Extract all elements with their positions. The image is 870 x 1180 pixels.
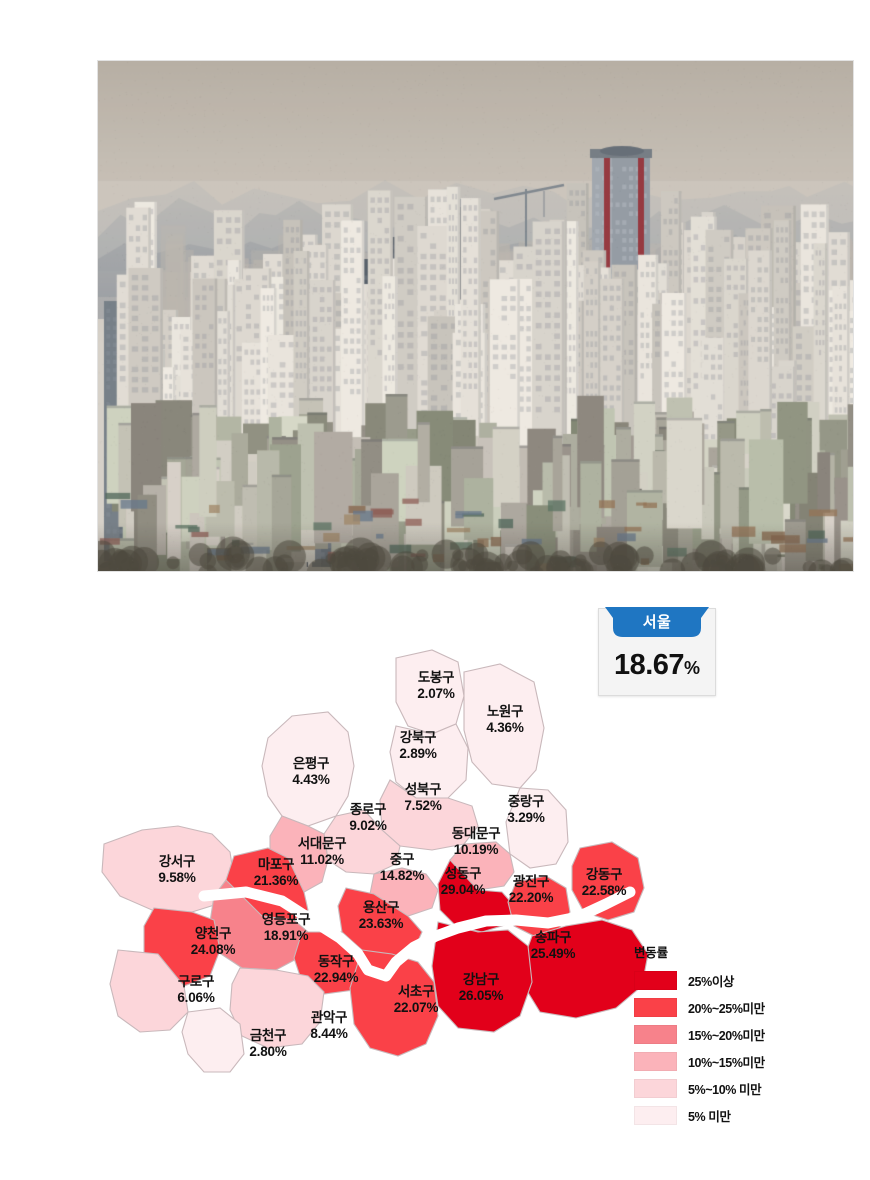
legend-label: 5% 미만	[688, 1110, 731, 1124]
district-eunpyeong[interactable]	[261, 711, 355, 827]
legend-item: 5%~10% 미만	[634, 1076, 784, 1101]
skyline-image	[98, 61, 853, 571]
legend-label: 5%~10% 미만	[688, 1083, 762, 1097]
legend-label: 15%~20%미만	[688, 1029, 765, 1043]
district-gangdong[interactable]	[571, 841, 645, 921]
seoul-summary-badge: 서울 18.67%	[598, 607, 716, 696]
legend-item: 5% 미만	[634, 1103, 784, 1128]
map-legend: 변동률 25%이상 20%~25%미만 15%~20%미만 10%~15%미만 5%~1…	[634, 942, 784, 1130]
seoul-badge-unit: %	[684, 658, 701, 678]
seoul-badge-name: 서울	[642, 614, 672, 631]
seoul-badge-number: 18.67	[613, 649, 685, 681]
seoul-badge-value: 18.67%	[599, 649, 715, 682]
legend-swatch	[634, 1052, 677, 1071]
legend-item: 10%~15%미만	[634, 1049, 784, 1074]
legend-label: 25%이상	[688, 975, 735, 989]
legend-rows: 25%이상 20%~25%미만 15%~20%미만 10%~15%미만 5%~10% 미…	[634, 968, 784, 1128]
district-seongdong[interactable]	[437, 859, 517, 933]
legend-item: 20%~25%미만	[634, 995, 784, 1020]
legend-swatch	[634, 1106, 677, 1125]
seoul-district-shapes	[101, 649, 649, 1073]
han-river	[198, 886, 636, 982]
district-gangbuk[interactable]	[389, 723, 469, 799]
district-songpa[interactable]	[523, 919, 649, 1019]
district-jungnang[interactable]	[505, 787, 569, 869]
seoul-change-rate-map: 도봉구 2.07% 노원구 4.36% 강북구 2.89% 은평구 4.43% 성북구 7.52%…	[0, 590, 870, 1170]
seoul-badge-tab: 서울	[605, 607, 709, 639]
district-nowon[interactable]	[463, 663, 545, 789]
district-dobong[interactable]	[395, 649, 465, 735]
legend-swatch	[634, 971, 677, 990]
legend-item: 25%이상	[634, 968, 784, 993]
legend-item: 15%~20%미만	[634, 1022, 784, 1047]
district-geumcheon[interactable]	[181, 1007, 245, 1073]
seoul-skyline-photo	[97, 60, 854, 572]
district-gwanak[interactable]	[229, 967, 325, 1049]
legend-title: 변동률	[634, 946, 668, 960]
map-canvas: 도봉구 2.07% 노원구 4.36% 강북구 2.89% 은평구 4.43% 성북구 7.52%…	[96, 620, 666, 1090]
district-gangnam[interactable]	[431, 921, 533, 1033]
legend-label: 10%~15%미만	[688, 1056, 765, 1070]
legend-swatch	[634, 998, 677, 1017]
legend-swatch	[634, 1079, 677, 1098]
district-guro[interactable]	[109, 949, 189, 1033]
legend-swatch	[634, 1025, 677, 1044]
legend-label: 20%~25%미만	[688, 1002, 765, 1016]
